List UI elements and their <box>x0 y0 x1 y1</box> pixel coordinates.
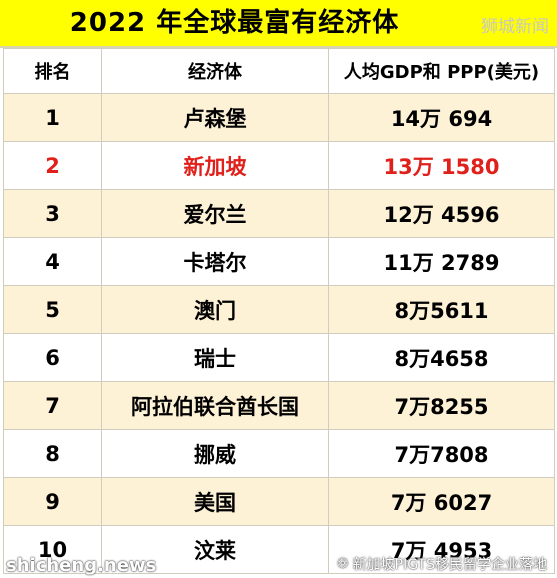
economy-cell: 澳门 <box>101 285 329 334</box>
economy-cell: 新加坡 <box>101 141 329 190</box>
table-row: 10 汶莱 7万 4953 <box>3 525 555 574</box>
gdp-ppp-cell: 7万7808 <box>328 429 555 478</box>
table-row: 1 卢森堡 14万 694 <box>3 93 555 142</box>
header-gdp-ppp: 人均GDP和 PPP(美元) <box>328 48 555 94</box>
economy-cell: 卢森堡 <box>101 93 329 142</box>
table-row: 5 澳门 8万5611 <box>3 285 555 334</box>
rank-cell: 2 <box>3 141 102 190</box>
table-row: 2 新加坡 13万 1580 <box>3 141 555 190</box>
watermark-bottom-left: shicheng.news <box>6 555 157 576</box>
header-rank: 排名 <box>3 48 102 94</box>
rank-cell: 10 <box>3 525 102 574</box>
rank-cell: 6 <box>3 333 102 382</box>
table-row: 7 阿拉伯联合酋长国 7万8255 <box>3 381 555 430</box>
economy-cell: 阿拉伯联合酋长国 <box>101 381 329 430</box>
table-row: 4 卡塔尔 11万 2789 <box>3 237 555 286</box>
watermark-top: 狮城新闻 <box>481 17 549 37</box>
economy-cell: 挪威 <box>101 429 329 478</box>
gdp-ppp-cell: 8万5611 <box>328 285 555 334</box>
gdp-ppp-cell: 13万 1580 <box>328 141 555 190</box>
economy-cell: 美国 <box>101 477 329 526</box>
gdp-ppp-cell: 12万 4596 <box>328 189 555 238</box>
watermark-bottom-right: ❁ 新加坡PIGTS移民留学企业落地 <box>337 554 547 574</box>
rank-cell: 4 <box>3 237 102 286</box>
gdp-ppp-cell: 14万 694 <box>328 93 555 142</box>
gdp-ppp-cell: 7万8255 <box>328 381 555 430</box>
gdp-ppp-cell: 8万4658 <box>328 333 555 382</box>
table-row: 6 瑞士 8万4658 <box>3 333 555 382</box>
economy-cell: 卡塔尔 <box>101 237 329 286</box>
rank-cell: 5 <box>3 285 102 334</box>
rank-cell: 9 <box>3 477 102 526</box>
gdp-ppp-cell: 7万 6027 <box>328 477 555 526</box>
table-row: 9 美国 7万 6027 <box>3 477 555 526</box>
gdp-ppp-cell: 7万 4953 <box>328 525 555 574</box>
table-row: 3 爱尔兰 12万 4596 <box>3 189 555 238</box>
ranking-table: 排名 经济体 人均GDP和 PPP(美元) 1 卢森堡 14万 694 2 新加坡 13万… <box>3 48 555 574</box>
rank-cell: 8 <box>3 429 102 478</box>
chart-title: 2022 年全球最富有经济体 <box>69 8 400 38</box>
title-bar: 2022 年全球最富有经济体 狮城新闻 <box>0 0 557 48</box>
table-row: 8 挪威 7万7808 <box>3 429 555 478</box>
header-economy: 经济体 <box>101 48 329 94</box>
wechat-icon: ❁ <box>336 556 349 572</box>
table-header-row: 排名 经济体 人均GDP和 PPP(美元) <box>3 48 555 94</box>
watermark-bottom-right-text: 新加坡PIGTS移民留学企业落地 <box>352 557 547 573</box>
rank-cell: 3 <box>3 189 102 238</box>
economy-cell: 汶莱 <box>101 525 329 574</box>
gdp-ppp-cell: 11万 2789 <box>328 237 555 286</box>
rank-cell: 1 <box>3 93 102 142</box>
rank-cell: 7 <box>3 381 102 430</box>
economy-cell: 爱尔兰 <box>101 189 329 238</box>
economy-cell: 瑞士 <box>101 333 329 382</box>
